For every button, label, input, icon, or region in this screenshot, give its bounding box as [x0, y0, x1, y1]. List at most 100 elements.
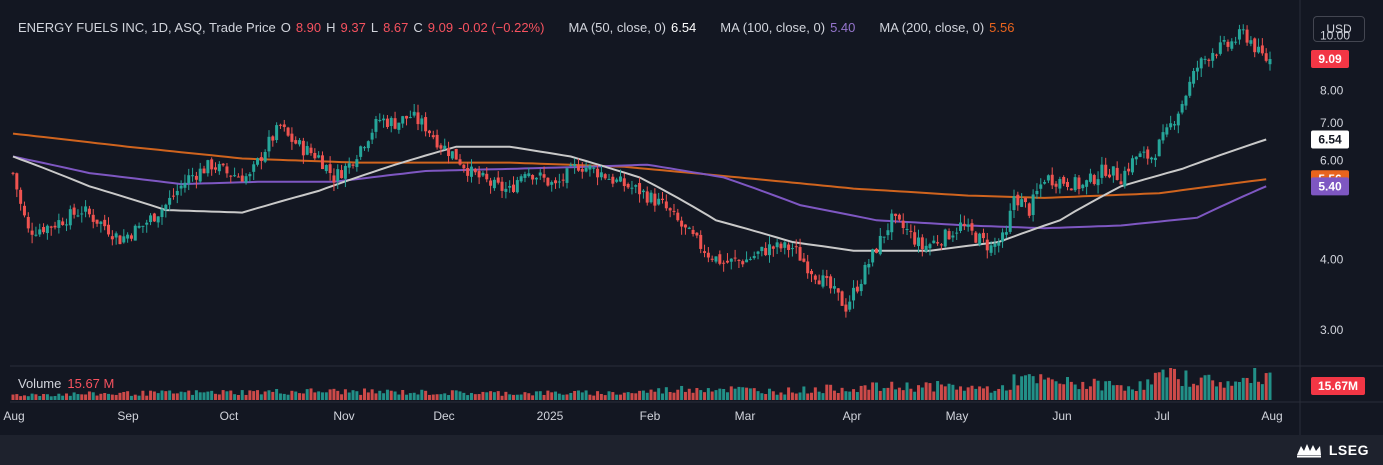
- candle: [19, 187, 23, 211]
- candle: [332, 168, 336, 192]
- candle: [867, 259, 871, 275]
- candle-body: [213, 167, 217, 170]
- candle-body: [1130, 158, 1134, 173]
- volume-bar: [126, 391, 130, 400]
- volume-bar: [72, 392, 76, 400]
- candle-body: [439, 145, 443, 149]
- candle-body: [943, 229, 947, 247]
- candle: [622, 173, 626, 192]
- candle: [187, 168, 191, 191]
- candle-body: [1115, 167, 1119, 180]
- price-chart[interactable]: 10.00 8.00 7.00 6.00 4.00 3.00 Aug Sep Oct Nov Dec…: [0, 0, 1383, 435]
- candle: [886, 223, 890, 240]
- candle-body: [1066, 181, 1070, 187]
- candle-body: [557, 181, 561, 183]
- candle: [397, 122, 401, 134]
- candle: [1150, 156, 1154, 164]
- lseg-logo-icon: [1296, 444, 1321, 458]
- volume-bar: [603, 395, 607, 400]
- volume-bar: [1035, 383, 1039, 400]
- candle-body: [615, 179, 619, 182]
- candle-body: [531, 175, 535, 180]
- candle: [970, 219, 974, 236]
- volume-bar: [901, 390, 905, 400]
- volume-bar: [382, 393, 386, 400]
- candle: [599, 165, 603, 181]
- volume-bar: [217, 394, 221, 400]
- candle: [1096, 171, 1100, 194]
- ma50-line: [12, 138, 1267, 252]
- candle: [1237, 24, 1241, 45]
- volume-bar: [1069, 381, 1073, 400]
- candle-body: [981, 232, 985, 239]
- volume-bar: [179, 391, 183, 400]
- candle: [259, 152, 263, 170]
- candle-body: [149, 215, 153, 223]
- candle-body: [859, 283, 863, 292]
- candle-body: [672, 210, 676, 212]
- volume-bar: [630, 393, 634, 400]
- candle: [359, 145, 363, 160]
- candle-body: [626, 183, 630, 188]
- candle-body: [924, 245, 928, 252]
- volume-bar: [737, 386, 741, 400]
- candle-body: [775, 242, 779, 248]
- candle-body: [894, 213, 898, 216]
- candle-body: [599, 172, 603, 178]
- volume-bar: [240, 390, 244, 400]
- candle-body: [955, 232, 959, 234]
- candle: [1085, 179, 1089, 195]
- candle-body: [752, 255, 756, 259]
- volume-bar: [206, 391, 210, 400]
- candle: [217, 161, 221, 175]
- volume-bar: [664, 387, 668, 400]
- volume-bar: [1012, 374, 1016, 400]
- volume-bar: [622, 392, 626, 400]
- volume-bar: [374, 393, 378, 400]
- candle: [1012, 189, 1016, 219]
- volume-bar: [844, 391, 848, 400]
- candle: [981, 228, 985, 243]
- candle: [672, 203, 676, 216]
- candle-body: [447, 148, 451, 157]
- volume-bar: [867, 389, 871, 400]
- candle: [943, 228, 947, 248]
- volume-bar: [1027, 374, 1031, 400]
- candle-body: [397, 122, 401, 130]
- candle-body: [225, 166, 229, 174]
- candle-body: [164, 204, 168, 210]
- volume-bar: [152, 391, 156, 400]
- candle-body: [1215, 54, 1219, 56]
- volume-bar: [194, 390, 198, 400]
- volume-bar: [527, 393, 531, 400]
- candle: [95, 219, 99, 227]
- volume-bar: [928, 383, 932, 400]
- candle-body: [1169, 123, 1173, 128]
- candle-body: [122, 236, 126, 243]
- volume-bar: [343, 389, 347, 400]
- volume-bar: [897, 387, 901, 400]
- candle-body: [259, 157, 263, 161]
- volume-bar: [1172, 368, 1176, 400]
- candles-layer: [11, 24, 1272, 318]
- candle: [1073, 174, 1077, 193]
- candle-body: [970, 223, 974, 231]
- candle: [141, 225, 145, 233]
- volume-bar: [668, 392, 672, 400]
- candle-body: [1111, 166, 1115, 176]
- volume-bar: [1153, 372, 1157, 400]
- candle: [1115, 161, 1119, 181]
- volume-bar: [787, 387, 791, 400]
- volume-bar: [767, 388, 771, 400]
- candle-body: [1199, 58, 1203, 69]
- volume-bar: [370, 389, 374, 400]
- candle: [439, 143, 443, 155]
- candle-body: [901, 220, 905, 229]
- ma100-line: [12, 155, 1267, 230]
- candle: [657, 192, 661, 206]
- candle-body: [156, 216, 160, 223]
- currency-button[interactable]: USD: [1313, 16, 1365, 42]
- chart-panel[interactable]: 10.00 8.00 7.00 6.00 4.00 3.00 Aug Sep Oct Nov Dec…: [0, 0, 1383, 435]
- candle-body: [1184, 95, 1188, 106]
- candle: [852, 280, 856, 309]
